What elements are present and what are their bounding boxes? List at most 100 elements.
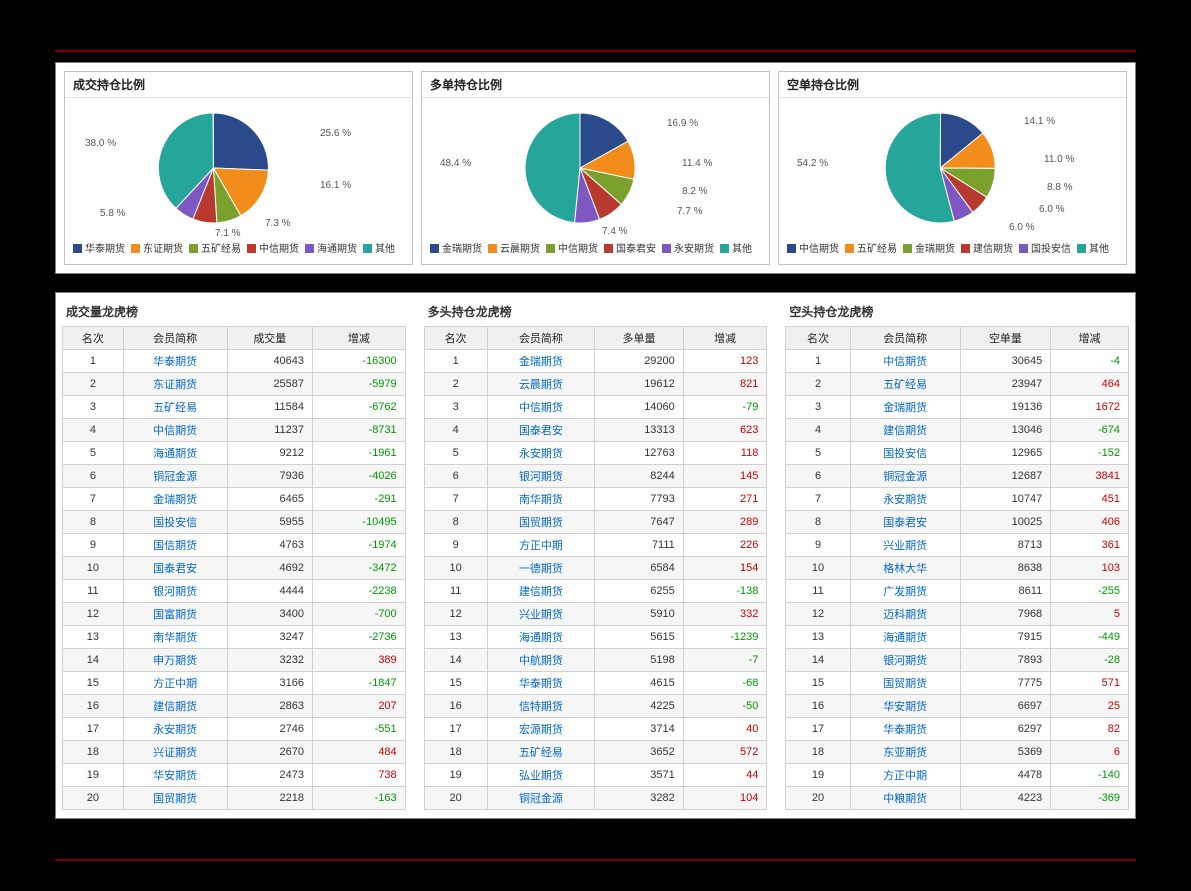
member-link[interactable]: 银河期货 — [153, 586, 197, 598]
table-row: 12迈科期货79685 — [786, 603, 1129, 626]
member-link[interactable]: 宏源期货 — [519, 724, 563, 736]
member-link[interactable]: 建信期货 — [519, 586, 563, 598]
member-link[interactable]: 东亚期货 — [883, 747, 927, 759]
member-link[interactable]: 国信期货 — [153, 540, 197, 552]
member-cell: 永安期货 — [850, 488, 960, 511]
table-row: 8国投安信5955-10495 — [63, 511, 406, 534]
rank-cell: 14 — [786, 649, 850, 672]
delta-cell: 5 — [1051, 603, 1129, 626]
rank-cell: 2 — [63, 373, 124, 396]
delta-cell: -2238 — [313, 580, 406, 603]
member-link[interactable]: 金瑞期货 — [153, 494, 197, 506]
member-link[interactable]: 国贸期货 — [519, 517, 563, 529]
member-link[interactable]: 国投安信 — [153, 517, 197, 529]
volume-cell: 11584 — [227, 396, 312, 419]
member-link[interactable]: 中航期货 — [519, 655, 563, 667]
member-link[interactable]: 五矿经易 — [519, 747, 563, 759]
table-row: 20中粮期货4223-369 — [786, 787, 1129, 810]
member-link[interactable]: 国贸期货 — [883, 678, 927, 690]
member-link[interactable]: 永安期货 — [883, 494, 927, 506]
member-link[interactable]: 中信期货 — [883, 356, 927, 368]
member-link[interactable]: 格林大华 — [883, 563, 927, 575]
member-link[interactable]: 兴业期货 — [883, 540, 927, 552]
member-link[interactable]: 一德期货 — [519, 563, 563, 575]
member-link[interactable]: 银河期货 — [883, 655, 927, 667]
member-cell: 东亚期货 — [850, 741, 960, 764]
member-cell: 南华期货 — [487, 488, 595, 511]
charts-container: 成交持仓比例25.6 %16.1 %7.3 %7.1 %5.8 %38.0 %华… — [55, 62, 1136, 274]
rank-cell: 3 — [63, 396, 124, 419]
member-link[interactable]: 五矿经易 — [883, 379, 927, 391]
member-cell: 兴业期货 — [487, 603, 595, 626]
member-link[interactable]: 信特期货 — [519, 701, 563, 713]
member-link[interactable]: 广发期货 — [883, 586, 927, 598]
member-link[interactable]: 中粮期货 — [883, 793, 927, 805]
member-cell: 云晨期货 — [487, 373, 595, 396]
member-link[interactable]: 迈科期货 — [883, 609, 927, 621]
member-link[interactable]: 国富期货 — [153, 609, 197, 621]
member-link[interactable]: 国泰君安 — [883, 517, 927, 529]
member-link[interactable]: 铜冠金源 — [883, 471, 927, 483]
pie-slice-label: 16.9 % — [667, 118, 698, 129]
member-link[interactable]: 建信期货 — [153, 701, 197, 713]
member-link[interactable]: 银河期货 — [519, 471, 563, 483]
legend-swatch — [430, 244, 439, 253]
member-link[interactable]: 国泰君安 — [519, 425, 563, 437]
member-cell: 申万期货 — [123, 649, 227, 672]
volume-cell: 4478 — [960, 764, 1050, 787]
column-header: 会员简称 — [850, 327, 960, 350]
member-link[interactable]: 南华期货 — [519, 494, 563, 506]
member-link[interactable]: 中信期货 — [153, 425, 197, 437]
member-link[interactable]: 铜冠金源 — [519, 793, 563, 805]
member-link[interactable]: 兴业期货 — [519, 609, 563, 621]
member-link[interactable]: 金瑞期货 — [519, 356, 563, 368]
delta-cell: 82 — [1051, 718, 1129, 741]
member-link[interactable]: 华安期货 — [153, 770, 197, 782]
member-link[interactable]: 国投安信 — [883, 448, 927, 460]
member-link[interactable]: 云晨期货 — [519, 379, 563, 391]
member-link[interactable]: 国贸期货 — [153, 793, 197, 805]
chart-body: 25.6 %16.1 %7.3 %7.1 %5.8 %38.0 % — [65, 98, 412, 238]
member-link[interactable]: 方正中期 — [153, 678, 197, 690]
member-link[interactable]: 永安期货 — [153, 724, 197, 736]
ranking-table-panel-0: 成交量龙虎榜名次会员简称成交量增减1华泰期货40643-163002东证期货25… — [62, 301, 406, 810]
member-link[interactable]: 海通期货 — [519, 632, 563, 644]
legend-item: 其他 — [1077, 242, 1109, 258]
member-link[interactable]: 华安期货 — [883, 701, 927, 713]
member-link[interactable]: 铜冠金源 — [153, 471, 197, 483]
member-cell: 建信期货 — [850, 419, 960, 442]
rank-cell: 3 — [786, 396, 850, 419]
member-link[interactable]: 东证期货 — [153, 379, 197, 391]
member-link[interactable]: 华泰期货 — [519, 678, 563, 690]
member-link[interactable]: 国泰君安 — [153, 563, 197, 575]
member-link[interactable]: 五矿经易 — [153, 402, 197, 414]
volume-cell: 3282 — [595, 787, 684, 810]
member-link[interactable]: 金瑞期货 — [883, 402, 927, 414]
member-link[interactable]: 永安期货 — [519, 448, 563, 460]
column-header: 会员简称 — [123, 327, 227, 350]
member-cell: 方正中期 — [123, 672, 227, 695]
rank-cell: 7 — [786, 488, 850, 511]
member-cell: 金瑞期货 — [123, 488, 227, 511]
ranking-table: 名次会员简称空单量增减1中信期货30645-42五矿经易239474643金瑞期… — [785, 326, 1129, 810]
member-link[interactable]: 华泰期货 — [153, 356, 197, 368]
member-cell: 华泰期货 — [850, 718, 960, 741]
member-link[interactable]: 申万期货 — [153, 655, 197, 667]
member-link[interactable]: 方正中期 — [519, 540, 563, 552]
table-row: 10一德期货6584154 — [424, 557, 767, 580]
member-link[interactable]: 中信期货 — [519, 402, 563, 414]
member-link[interactable]: 兴证期货 — [153, 747, 197, 759]
member-link[interactable]: 弘业期货 — [519, 770, 563, 782]
rank-cell: 13 — [786, 626, 850, 649]
member-link[interactable]: 方正中期 — [883, 770, 927, 782]
member-link[interactable]: 华泰期货 — [883, 724, 927, 736]
member-link[interactable]: 海通期货 — [153, 448, 197, 460]
volume-cell: 7893 — [960, 649, 1050, 672]
member-link[interactable]: 海通期货 — [883, 632, 927, 644]
legend-item: 永安期货 — [662, 242, 714, 258]
rank-cell: 20 — [424, 787, 487, 810]
member-cell: 国富期货 — [123, 603, 227, 626]
member-link[interactable]: 南华期货 — [153, 632, 197, 644]
member-link[interactable]: 建信期货 — [883, 425, 927, 437]
legend-label: 其他 — [1089, 244, 1109, 255]
